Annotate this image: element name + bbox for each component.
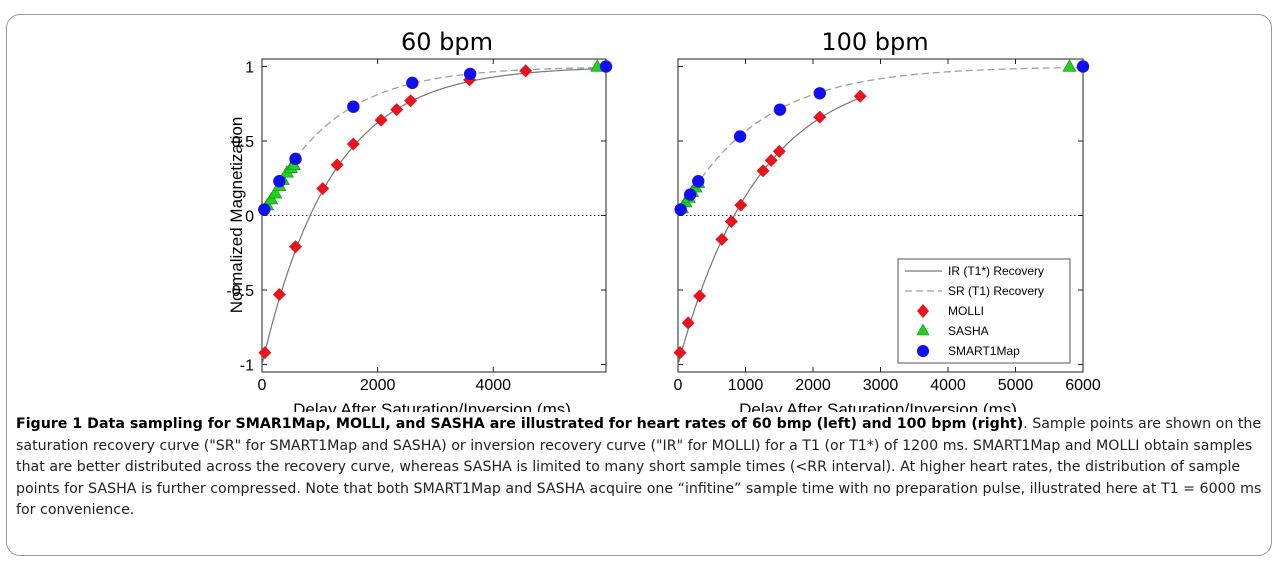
sasha-point [268,186,283,199]
smart1map-point [258,203,271,216]
panel-title-60bpm: 60 bpm [401,28,493,56]
molli-point [681,316,695,330]
molli-point [258,346,272,360]
legend-ir-label: IR (T1*) Recovery [948,264,1044,278]
smart1map-point [692,175,705,188]
panel-title-100bpm: 100 bpm [821,28,928,56]
smart1map-point [347,100,360,113]
x-tick-label: 0 [258,377,267,394]
legend-molli-marker [917,304,929,318]
molli-point [756,164,770,178]
smart1map-point [674,203,687,216]
molli-point [404,94,418,108]
x-tick-label: 4000 [475,377,511,394]
legend-sr-label: SR (T1) Recovery [948,284,1044,298]
y-tick-label: -1 [240,358,254,375]
x-tick-label: 2000 [360,377,396,394]
x-tick-label: 1000 [728,377,764,394]
molli-point [390,103,404,117]
figure-caption: Figure 1 Data sampling for SMAR1Map, MOL… [16,414,1264,522]
x-tick-label: 5000 [998,377,1034,394]
sr-recovery-curve-right [677,66,1083,216]
smart1map-point [733,130,747,143]
smart1map-point [289,152,302,166]
legend-sasha-marker [916,323,930,336]
x-tick-label: 3000 [863,377,899,394]
molli-point [673,346,687,360]
molli-point [724,214,738,228]
sr-recovery-curve-left [261,66,606,216]
legend: IR (T1*) Recovery SR (T1) Recovery MOLLI… [897,258,1071,364]
molli-point [316,182,330,196]
legend-smart1map-label: SMART1Map [948,344,1020,358]
molli-point [734,198,748,212]
legend-molli-label: MOLLI [948,304,984,318]
molli-point [374,113,388,127]
x-tick-label: 0 [674,377,683,394]
x-tick-label: 4000 [930,377,966,394]
caption-lead: Figure 1 Data sampling for SMAR1Map, MOL… [16,416,1024,432]
molli-point [764,153,778,167]
legend-smart1map-marker [917,345,929,357]
y-tick-label: 0.5 [232,134,254,151]
panel-60bpm: 60 bpm Delay After Saturation/Inversion … [226,28,613,412]
y-tick-label: -0.5 [226,283,254,300]
molli-point [289,240,303,254]
x-tick-label: 2000 [795,377,831,394]
smart1map-point [773,103,787,116]
molli-point [519,64,533,78]
smart1map-point [1076,60,1090,73]
molli-point [272,287,286,301]
smart1map-point [599,60,613,73]
molli-point [715,232,729,246]
figure-chart: 60 bpm Delay After Saturation/Inversion … [226,28,1101,412]
molli-point [330,158,344,172]
smart1map-point [463,67,477,81]
y-axis-label: Normalized Magnetization [227,117,246,314]
molli-point [693,289,707,303]
smart1map-point [813,87,826,100]
molli-point [346,137,360,151]
x-axis-label-left: Delay After Saturation/Inversion (ms) [293,400,571,412]
caption-body: . Sample points are shown on the saturat… [16,416,1262,518]
ir-recovery-curve-left [261,68,606,365]
smart1map-point [683,188,697,201]
sasha-point [1062,59,1077,72]
molli-point [813,110,827,124]
x-axis-label-right: Delay After Saturation/Inversion (ms) [739,400,1017,412]
x-tick-label: 6000 [1065,377,1101,394]
legend-sasha-label: SASHA [948,324,989,338]
molli-point [772,144,786,158]
molli-point [853,89,867,103]
y-tick-label: 0 [245,209,254,226]
smart1map-point [273,175,286,188]
y-tick-label: 1 [245,59,254,76]
smart1map-point [406,76,419,90]
